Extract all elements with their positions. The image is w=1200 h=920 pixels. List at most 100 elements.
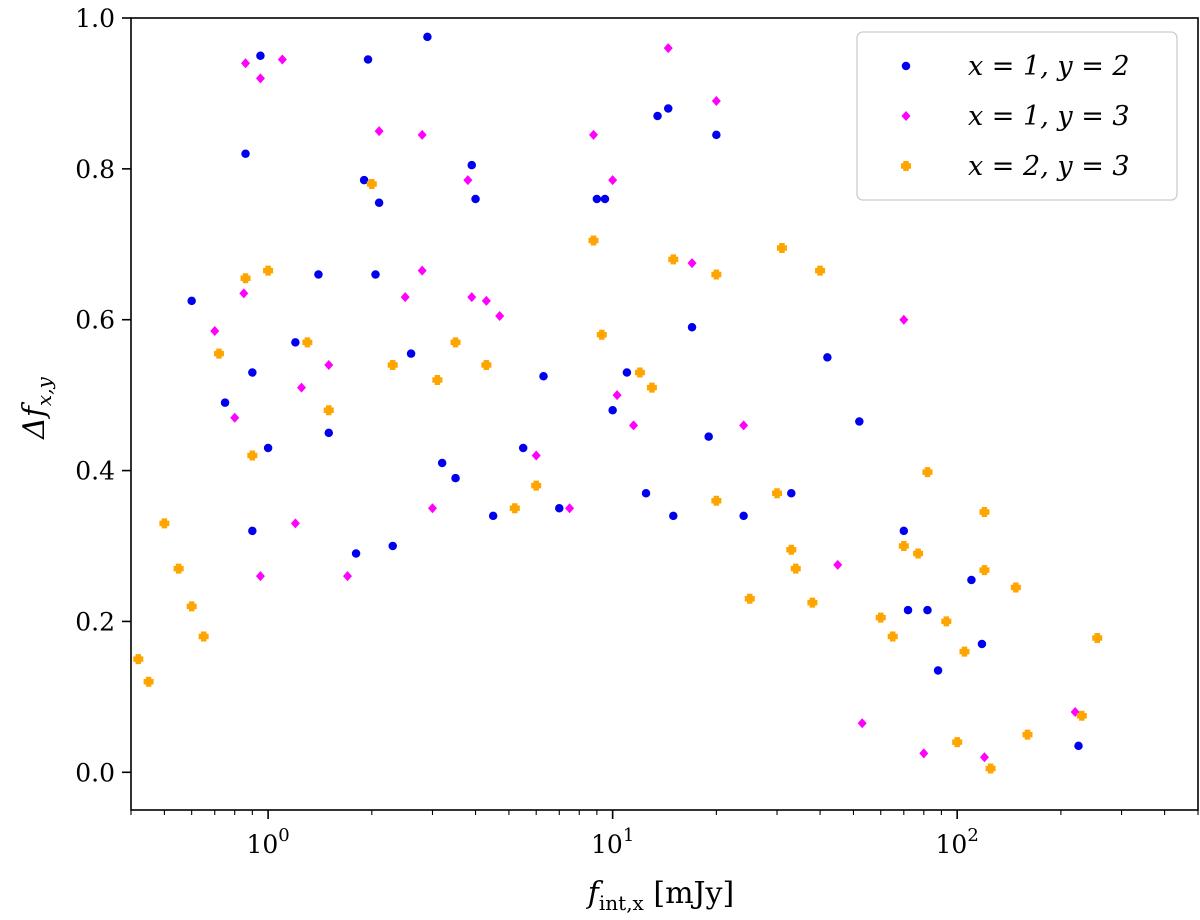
point-series-3-45	[531, 480, 542, 491]
x-axis-title: fint,x [mJy]	[586, 876, 734, 915]
x-tick-label: 100	[246, 825, 289, 859]
point-series-1-44	[608, 405, 617, 415]
point-series-2-16	[608, 175, 618, 186]
point-series-3-2	[143, 676, 154, 687]
point-series-1-38	[324, 428, 334, 438]
point-series-2-23	[899, 314, 909, 325]
point-series-2-25	[857, 718, 867, 729]
point-series-3-25	[922, 467, 933, 478]
point-series-2-29	[324, 359, 334, 370]
point-series-3-47	[186, 601, 197, 612]
point-series-1-45	[669, 511, 678, 521]
point-series-1-11	[374, 198, 384, 208]
point-series-1-21	[641, 488, 651, 498]
point-series-3-19	[790, 563, 801, 574]
legend-label-series-3: x = 2, y = 3	[968, 151, 1130, 182]
point-series-3-4	[240, 273, 251, 284]
point-series-1-17	[539, 372, 548, 381]
point-series-2-4	[210, 326, 220, 337]
y-tick-label: 0.2	[75, 607, 115, 636]
point-series-2-34	[290, 518, 300, 529]
point-series-1-25	[712, 130, 721, 140]
point-series-1-40	[437, 458, 447, 468]
point-series-2-32	[565, 503, 575, 514]
point-series-1-18	[592, 194, 602, 204]
point-series-3-30	[1010, 582, 1021, 593]
point-series-3-41	[302, 337, 313, 348]
point-series-3-18	[786, 544, 797, 555]
point-series-1-22	[653, 111, 662, 121]
point-series-2-17	[663, 43, 673, 54]
point-series-2-31	[531, 450, 541, 461]
point-series-2-20	[612, 390, 622, 401]
point-series-1-47	[351, 549, 361, 558]
point-series-3-20	[807, 597, 818, 608]
point-series-3-16	[815, 265, 826, 276]
point-series-3-44	[509, 503, 520, 514]
point-series-1-9	[363, 55, 373, 64]
point-series-2-19	[687, 258, 697, 269]
point-series-3-12	[588, 235, 599, 246]
point-series-3-31	[1022, 729, 1033, 740]
y-axis-title: Δfx,y	[17, 376, 56, 439]
plot-frame	[130, 17, 1199, 811]
point-series-2-21	[629, 420, 639, 431]
point-series-2-1	[241, 58, 251, 69]
point-series-1-1	[187, 296, 196, 306]
point-series-3-37	[634, 367, 645, 378]
point-series-2-22	[739, 420, 749, 431]
point-series-3-43	[432, 375, 443, 386]
axis-ticks: 0.0 0.2 0.4 0.6 0.8 1.0 100 101 102	[75, 4, 1199, 859]
point-series-1-30	[855, 417, 864, 426]
point-series-1-33	[923, 605, 932, 615]
legend-frame	[856, 31, 1178, 201]
point-series-2-18	[711, 95, 721, 106]
point-series-3-14	[711, 269, 722, 280]
point-series-2-30	[400, 292, 410, 303]
point-series-1-8	[314, 270, 323, 279]
point-series-3-23	[898, 541, 909, 551]
point-series-1-13	[423, 32, 432, 42]
point-series-1-43	[555, 504, 564, 513]
point-series-2-3	[277, 54, 287, 65]
point-series-1-6	[263, 443, 273, 453]
point-series-3-10	[450, 337, 461, 348]
point-series-3-27	[959, 646, 970, 657]
point-series-1-28	[787, 488, 796, 498]
point-series-1-2	[220, 398, 230, 407]
point-series-1-19	[600, 194, 610, 204]
point-series-3-36	[646, 382, 657, 393]
point-series-3-26	[941, 616, 952, 627]
point-series-2-14	[495, 310, 505, 321]
point-series-3-40	[596, 329, 607, 340]
point-series-2-24	[833, 559, 843, 570]
point-series-2-6	[230, 412, 240, 423]
point-series-3-34	[985, 763, 996, 774]
point-series-1-14	[406, 349, 416, 358]
point-series-3-1	[133, 654, 144, 665]
point-series-2-8	[374, 126, 384, 137]
point-series-2-12	[467, 292, 477, 303]
point-series-1-16	[471, 194, 480, 204]
point-series-3-28	[979, 565, 990, 576]
x-tick-label: 101	[591, 825, 634, 859]
point-series-1-7	[291, 338, 300, 347]
point-series-1-12	[359, 175, 369, 185]
point-series-3-6	[247, 450, 258, 461]
point-series-2-9	[417, 129, 427, 140]
point-series-1-48	[451, 473, 460, 483]
point-series-1-41	[488, 511, 498, 521]
point-series-3-11	[481, 359, 492, 370]
point-series-1-23	[663, 104, 673, 113]
y-tick-label: 1.0	[75, 4, 115, 33]
point-series-3-29	[979, 507, 990, 518]
point-series-2-7	[296, 382, 306, 393]
point-series-1-46	[248, 526, 257, 536]
point-series-1-24	[687, 323, 697, 332]
point-series-2-13	[481, 295, 491, 306]
point-series-3-8	[323, 405, 334, 416]
point-series-3-3	[159, 518, 170, 529]
point-series-1-42	[518, 443, 528, 453]
point-series-1-34	[933, 666, 943, 675]
y-tick-label: 0.0	[75, 758, 115, 787]
